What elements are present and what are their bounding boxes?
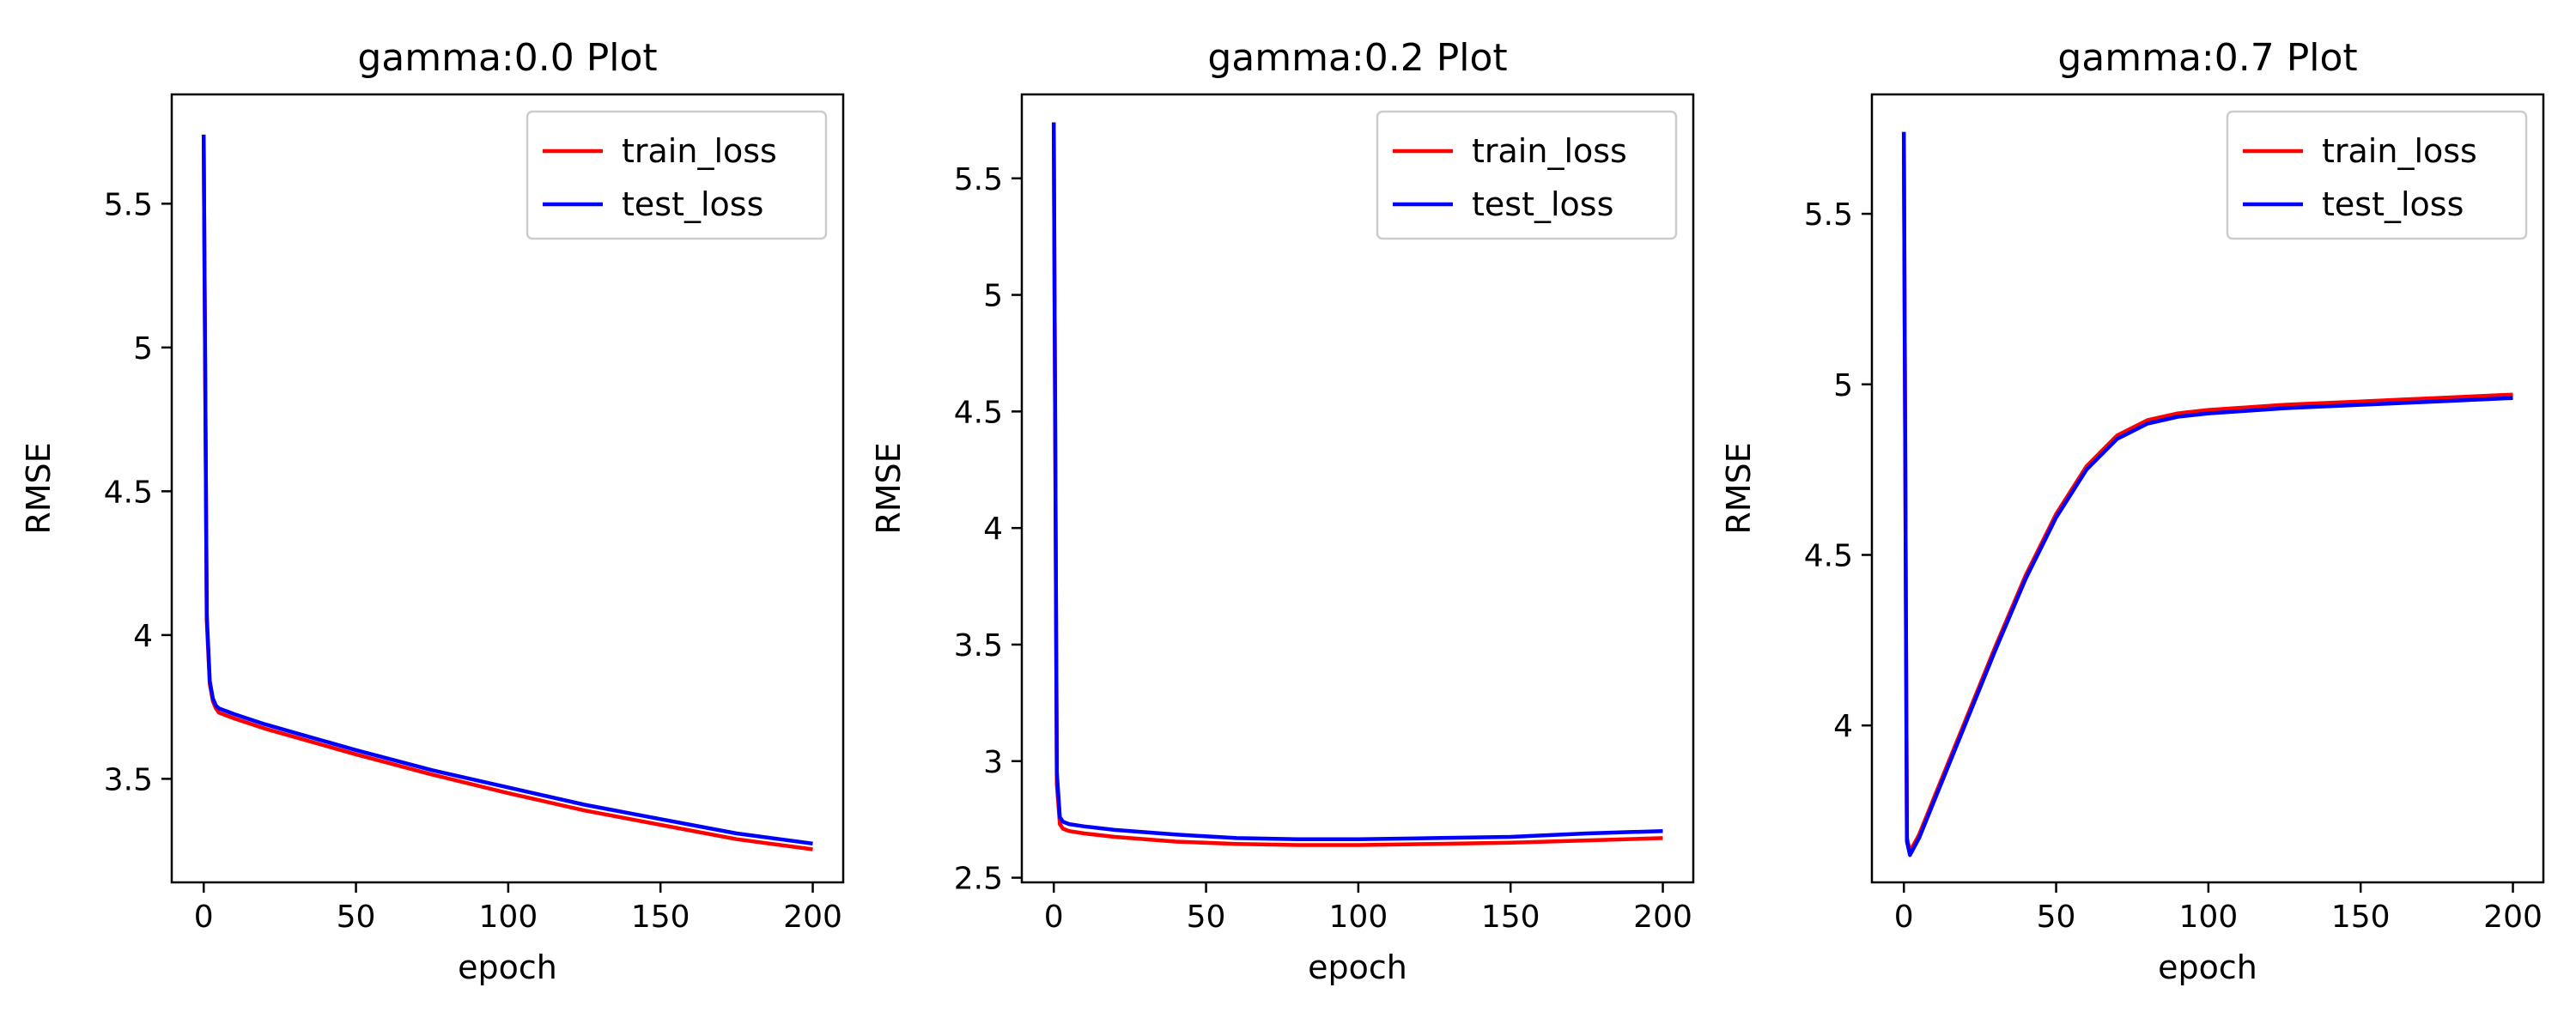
y-tick-label: 5 — [1833, 368, 1853, 403]
chart-panel-3: 0 50 100 150 200 4 4.5 5 5.5 gamma:0.7 Plot epoch R… — [1720, 36, 2545, 986]
x-tick-label: 100 — [1329, 900, 1388, 935]
y-tick-label: 5.5 — [954, 162, 1003, 197]
x-tick-label: 200 — [783, 900, 842, 935]
x-tick-label: 100 — [479, 900, 538, 935]
legend: train_loss test_loss — [526, 110, 828, 240]
x-tick-label: 50 — [1187, 900, 1226, 935]
legend-box — [2226, 110, 2528, 240]
series-line-test-loss — [1901, 131, 2513, 857]
y-tick-label: 4.5 — [104, 475, 153, 510]
y-tick-label: 4 — [983, 512, 1003, 547]
legend-label-test-loss: test_loss — [622, 185, 763, 223]
series-line-test-loss — [201, 134, 813, 846]
x-tick-label: 150 — [1481, 900, 1540, 935]
chart-title: gamma:0.0 Plot — [357, 36, 657, 80]
x-tick-label: 50 — [2037, 900, 2076, 935]
y-tick-label: 4.5 — [954, 395, 1003, 430]
x-tick-label: 50 — [337, 900, 376, 935]
legend: train_loss test_loss — [1376, 110, 1678, 240]
x-tick-label: 150 — [2331, 900, 2391, 935]
y-tick-label: 5.5 — [1804, 197, 1853, 233]
x-tick-label: 0 — [1894, 900, 1914, 935]
x-tick-label: 0 — [1044, 900, 1064, 935]
x-axis-label: epoch — [1308, 948, 1407, 986]
legend: train_loss test_loss — [2226, 110, 2528, 240]
y-tick-label: 2.5 — [954, 862, 1003, 897]
legend-label-train-loss: train_loss — [622, 132, 777, 170]
y-tick-label: 5 — [983, 279, 1003, 314]
chart-title: gamma:0.2 Plot — [1207, 36, 1507, 80]
x-tick-label: 100 — [2179, 900, 2239, 935]
y-axis-label: RMSE — [870, 442, 908, 534]
y-tick-label: 5 — [133, 331, 153, 367]
x-tick-label: 150 — [631, 900, 690, 935]
series-line-train-loss — [201, 134, 813, 851]
series-line-train-loss — [1901, 131, 2513, 854]
y-tick-label: 3 — [983, 745, 1003, 780]
series-line-test-loss — [1051, 122, 1663, 842]
x-axis-label: epoch — [2158, 948, 2257, 986]
x-tick-label: 0 — [194, 900, 214, 935]
y-tick-label: 3.5 — [954, 628, 1003, 663]
x-axis-label: epoch — [458, 948, 557, 986]
x-tick-label: 200 — [2483, 900, 2543, 935]
x-tick-label: 200 — [1633, 900, 1692, 935]
legend-label-train-loss: train_loss — [2322, 132, 2477, 170]
legend-label-train-loss: train_loss — [1472, 132, 1627, 170]
chart-panel-1: 0 50 100 150 200 3.5 4 4.5 5 5.5 gamma:0.0 Plot epo… — [20, 36, 845, 986]
legend-label-test-loss: test_loss — [1472, 185, 1613, 223]
y-axis-label: RMSE — [20, 442, 58, 534]
y-tick-label: 4 — [133, 619, 153, 654]
series-line-train-loss — [1051, 122, 1663, 847]
legend-box — [1376, 110, 1678, 240]
y-tick-label: 3.5 — [104, 762, 153, 797]
chart-panel-2: 0 50 100 150 200 2.5 3 3.5 4 4.5 5 5.5 gamma:0.2 Plo… — [870, 36, 1695, 986]
legend-box — [526, 110, 828, 240]
y-tick-label: 4.5 — [1804, 538, 1853, 573]
legend-label-test-loss: test_loss — [2322, 185, 2464, 223]
y-axis-label: RMSE — [1720, 442, 1758, 534]
y-tick-label: 5.5 — [104, 187, 153, 222]
chart-title: gamma:0.7 Plot — [2057, 36, 2357, 80]
y-tick-label: 4 — [1833, 709, 1853, 744]
